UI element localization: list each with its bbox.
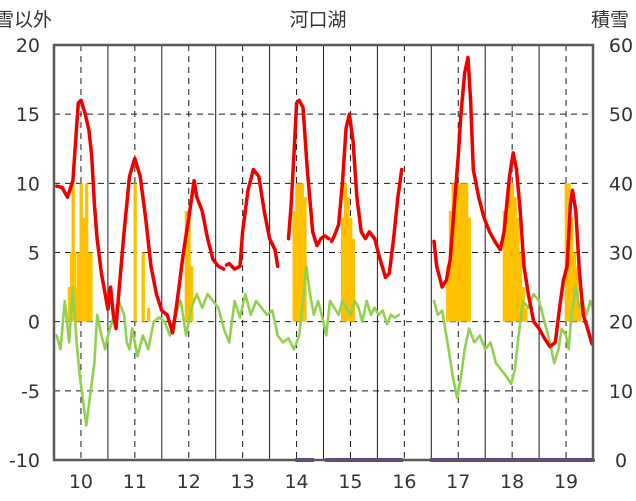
left-y-tick-label: -10	[9, 450, 40, 472]
x-tick-label: 16	[392, 471, 416, 493]
snow-bar	[578, 307, 582, 322]
snow-bar	[303, 197, 307, 322]
red-series-line	[54, 98, 226, 335]
snow-bar	[133, 183, 137, 322]
plot-frame	[52, 43, 595, 462]
right-y-tick-label: 10	[609, 381, 633, 403]
snow-bar	[572, 252, 577, 322]
snow-bar	[518, 252, 523, 322]
snow-bar	[513, 197, 517, 322]
left-y-tick-label: 5	[28, 243, 40, 265]
green-series-line	[432, 285, 595, 400]
left-y-tick-label: 15	[16, 104, 40, 126]
left-y-tick-label: 10	[16, 173, 40, 195]
x-tick-label: 19	[554, 471, 578, 493]
snow-bar	[502, 211, 507, 322]
snow-bar	[467, 217, 471, 322]
red-series-line	[432, 55, 594, 349]
snow-bar	[349, 217, 353, 322]
snow-bar	[79, 183, 83, 322]
snow-bar	[351, 238, 356, 322]
x-tick-label: 18	[500, 471, 524, 493]
snow-bar	[454, 183, 458, 322]
red-series-line	[224, 167, 280, 271]
snow-bar	[343, 183, 348, 322]
snow-bar	[184, 211, 189, 322]
snow-bar	[82, 217, 86, 322]
right-y-tick-label: 40	[609, 173, 633, 195]
left-y-tick-label: 0	[28, 312, 40, 334]
snow-bar	[76, 252, 81, 322]
green-series-line	[55, 265, 401, 427]
x-tick-label: 17	[446, 471, 470, 493]
snow-bar	[84, 183, 89, 322]
snow-bar	[505, 197, 509, 322]
right-y-tick-label: 50	[609, 104, 633, 126]
snow-bar	[341, 217, 345, 322]
left-axis-title: 積雪以外	[0, 9, 52, 31]
snow-bar	[87, 252, 91, 322]
left-y-tick-label: 20	[16, 35, 40, 57]
right-y-tick-label: 20	[609, 312, 633, 334]
snow-bar	[524, 307, 528, 322]
left-y-tick-label: -5	[21, 381, 40, 403]
snow-bar	[300, 183, 304, 322]
right-y-tick-label: 0	[615, 450, 627, 472]
x-tick-label: 13	[231, 471, 255, 493]
x-tick-label: 10	[69, 471, 93, 493]
x-tick-label: 15	[338, 471, 362, 493]
red-series-line	[286, 98, 331, 248]
snow-bar	[570, 217, 574, 322]
right-y-tick-label: 60	[609, 35, 633, 57]
snow-bar	[187, 211, 191, 322]
red-series-line	[329, 112, 404, 280]
snow-bar	[89, 252, 93, 322]
snow-bar	[141, 252, 145, 322]
snow-bar	[346, 197, 350, 322]
snow-bar	[459, 183, 463, 322]
right-axis-title: 積雪	[591, 9, 629, 31]
snow-bar	[295, 183, 299, 322]
snow-bar	[464, 183, 469, 322]
snow-bar	[446, 266, 450, 322]
x-tick-label: 12	[177, 471, 201, 493]
snow-bar	[73, 252, 77, 322]
snow-bar	[297, 183, 302, 322]
x-tick-label: 14	[284, 471, 308, 493]
snow-bar	[292, 211, 296, 322]
x-tick-label: 11	[123, 471, 147, 493]
snow-bar	[451, 183, 455, 322]
snow-bar	[190, 266, 194, 322]
snow-bar	[508, 183, 512, 322]
snow-bar	[516, 217, 520, 322]
snow-bar	[456, 183, 461, 322]
snow-bar	[510, 183, 515, 322]
labels: 積雪以外 河口湖 積雪 20151050-5-10605040302010010…	[0, 9, 633, 493]
chart-title: 河口湖	[289, 9, 346, 31]
snow-bar	[462, 183, 466, 322]
snow-bar	[146, 307, 151, 322]
right-y-tick-label: 30	[609, 243, 633, 265]
snow-bar	[67, 287, 72, 322]
